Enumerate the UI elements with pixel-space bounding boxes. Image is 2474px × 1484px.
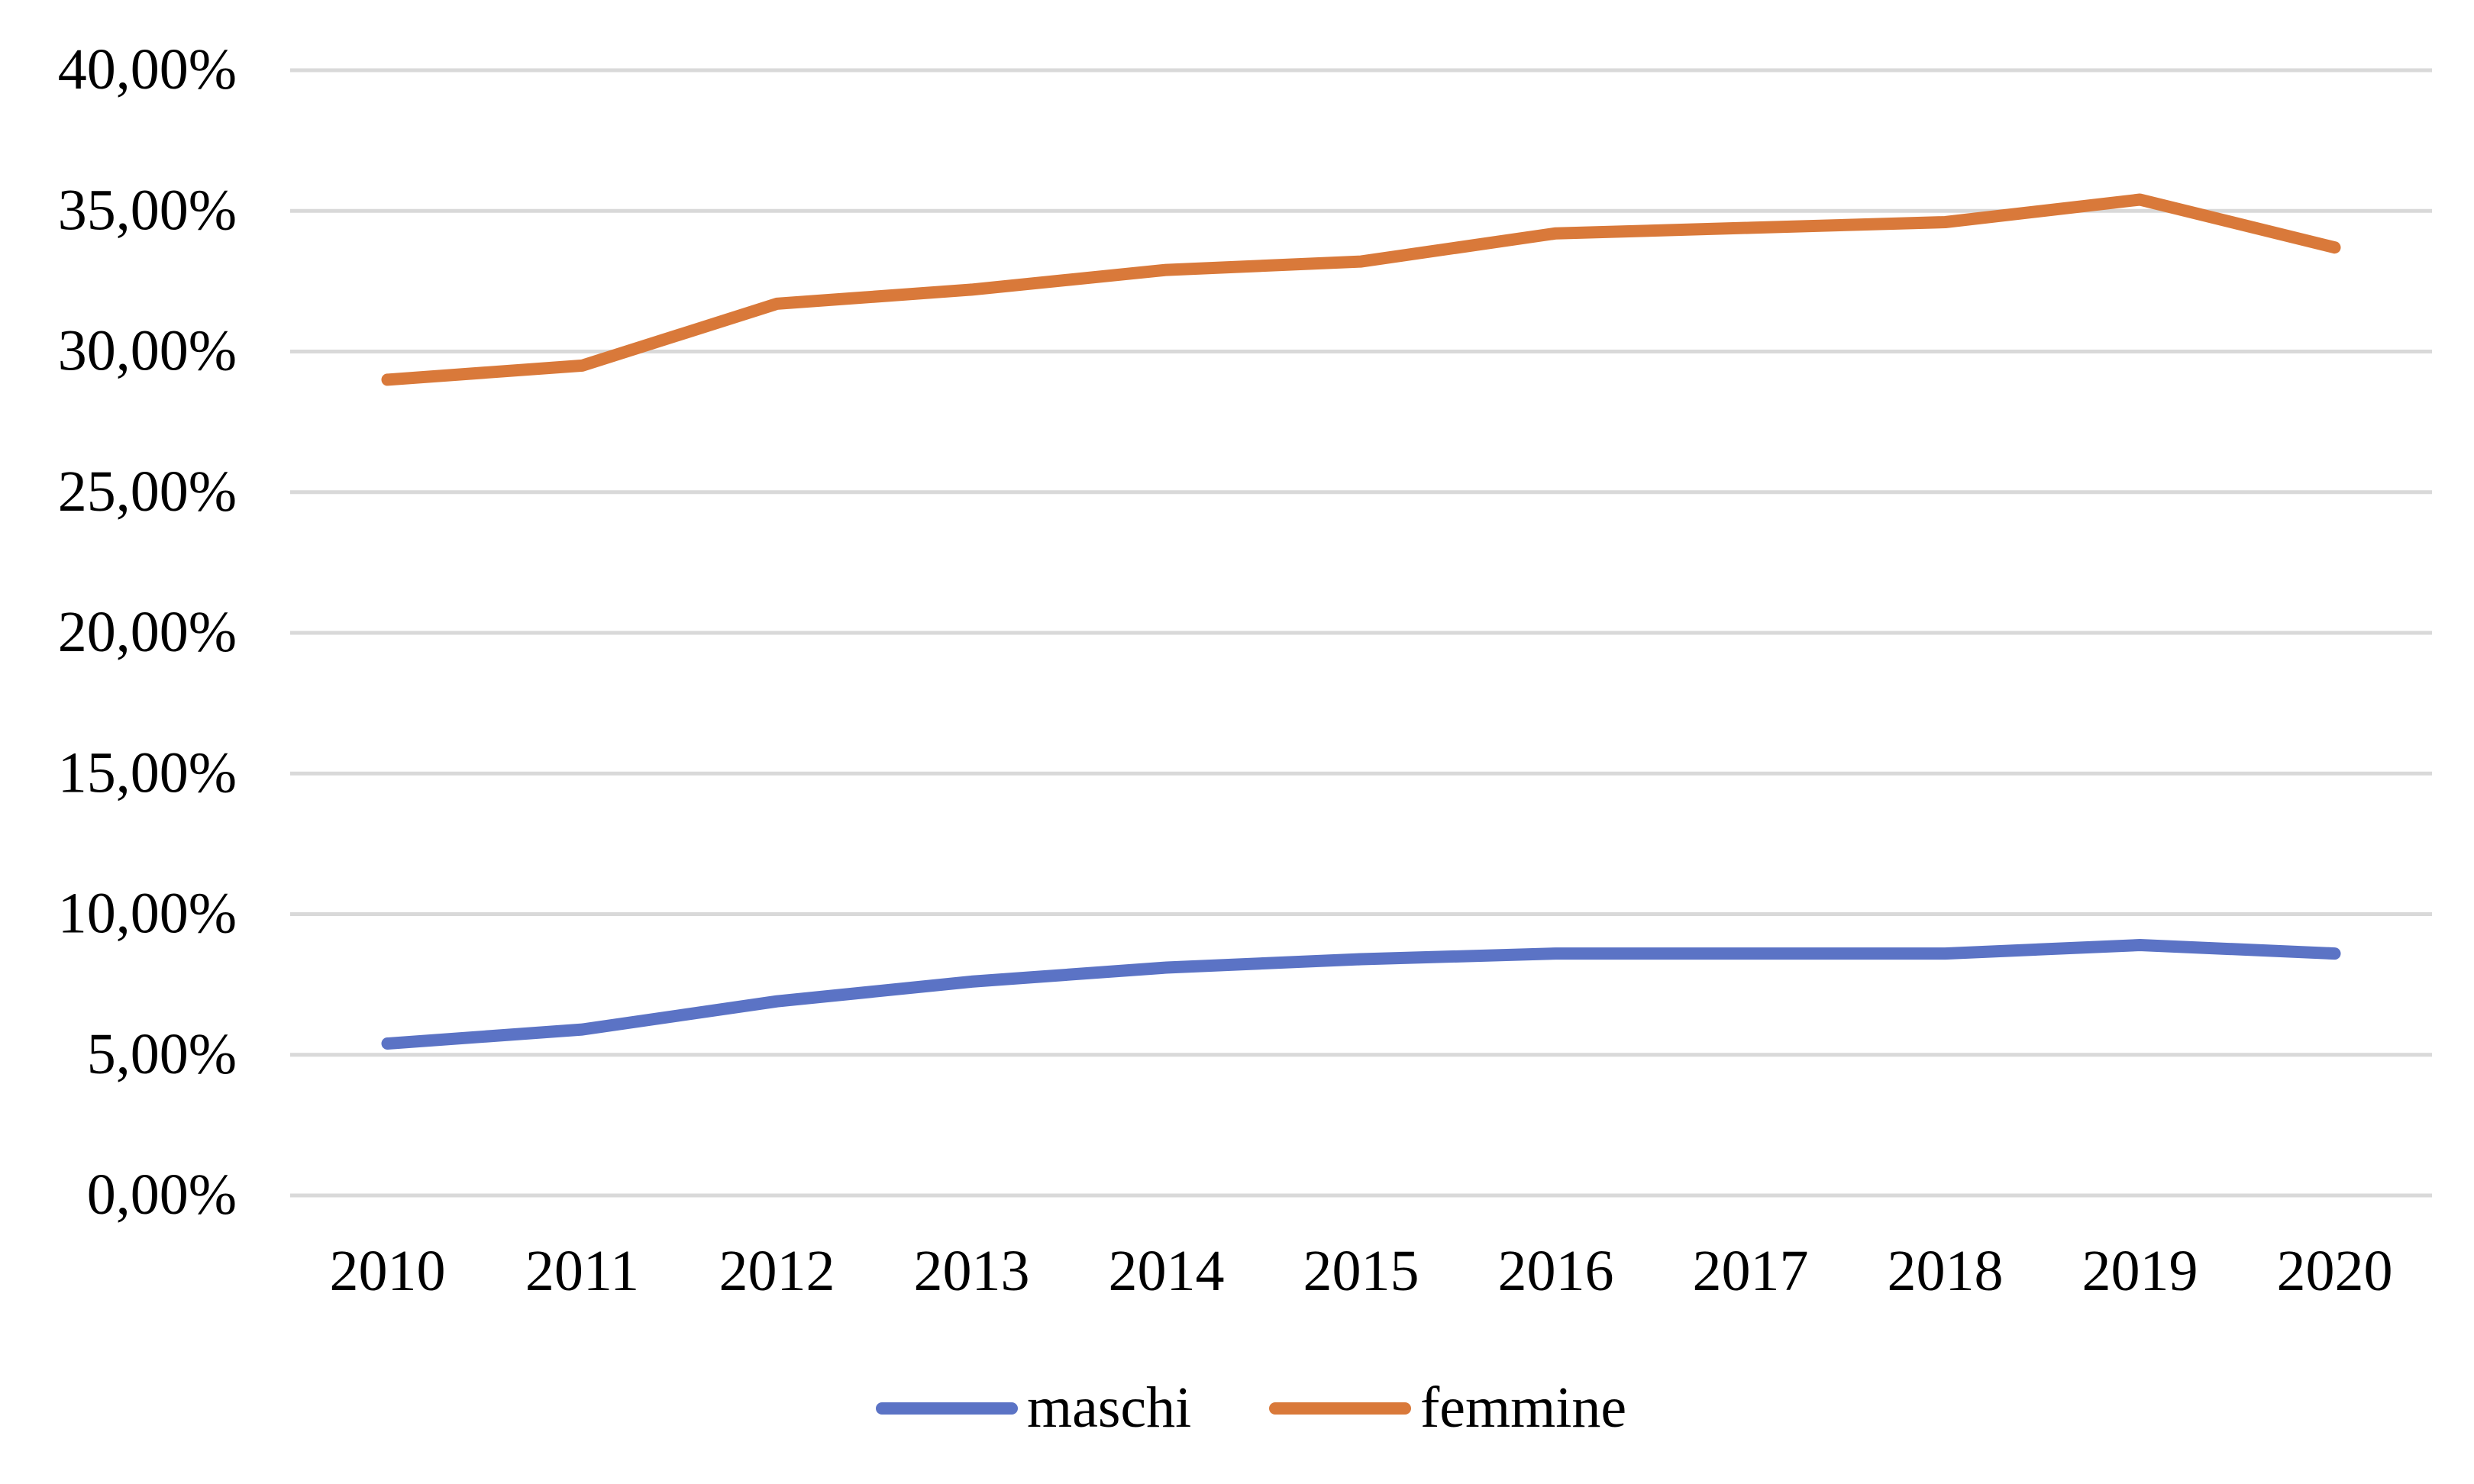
series-line-femmine [381, 193, 2341, 386]
x-axis-tick-labels: 2010 2011 2012 2013 2014 2015 2016 2017 2018 2019… [330, 1239, 2393, 1303]
y-tick-label: 40,00% [58, 37, 237, 102]
data-point-femmine [1750, 227, 1752, 228]
x-tick-label: 2020 [2277, 1239, 2393, 1303]
y-tick-label: 15,00% [58, 740, 237, 805]
data-point-femmine [2140, 199, 2141, 201]
gridlines [290, 68, 2432, 1198]
data-point-femmine [387, 379, 389, 380]
x-tick-label: 2019 [2082, 1239, 2198, 1303]
data-point-maschi [1945, 953, 1946, 954]
y-tick-label: 20,00% [58, 600, 237, 664]
x-tick-label: 2010 [330, 1239, 446, 1303]
series-line-maschi [381, 939, 2341, 1050]
x-tick-label: 2013 [914, 1239, 1030, 1303]
data-point-maschi [1166, 967, 1168, 969]
data-point-maschi [387, 1043, 389, 1044]
data-point-maschi [1361, 958, 1362, 960]
x-tick-label: 2016 [1498, 1239, 1614, 1303]
data-point-femmine [582, 365, 583, 366]
x-tick-label: 2012 [719, 1239, 835, 1303]
data-point-femmine [1555, 233, 1557, 234]
y-axis-tick-labels: 0,00% 5,00% 10,00% 15,00% 20,00% 25,00% 30,00%… [58, 37, 237, 1227]
y-tick-label: 25,00% [58, 460, 237, 524]
y-tick-label: 10,00% [58, 882, 237, 946]
data-point-femmine [2334, 247, 2336, 248]
x-tick-label: 2017 [1693, 1239, 1809, 1303]
legend: maschi femmine [876, 1376, 1626, 1440]
x-tick-label: 2014 [1109, 1239, 1225, 1303]
y-tick-label: 5,00% [87, 1022, 237, 1086]
data-point-femmine [777, 303, 778, 305]
series-lines [381, 193, 2341, 1050]
x-tick-label: 2018 [1888, 1239, 2004, 1303]
data-point-maschi [777, 1001, 778, 1002]
data-point-maschi [2334, 953, 2336, 954]
y-tick-label: 30,00% [58, 319, 237, 383]
data-point-maschi [1750, 953, 1752, 954]
y-tick-label: 0,00% [87, 1163, 237, 1227]
y-tick-label: 35,00% [58, 178, 237, 242]
x-tick-label: 2011 [525, 1239, 639, 1303]
data-point-maschi [1555, 953, 1557, 954]
data-point-maschi [2140, 944, 2141, 946]
legend-label-femmine: femmine [1420, 1376, 1626, 1440]
series-femmine [381, 193, 2341, 386]
data-point-femmine [971, 289, 973, 290]
series-maschi [381, 939, 2341, 1050]
data-point-maschi [582, 1029, 583, 1031]
x-tick-label: 2015 [1303, 1239, 1419, 1303]
data-point-maschi [971, 981, 973, 982]
data-point-femmine [1945, 221, 1946, 223]
legend-label-maschi: maschi [1027, 1376, 1191, 1440]
data-point-femmine [1166, 269, 1168, 271]
data-point-femmine [1361, 261, 1362, 263]
